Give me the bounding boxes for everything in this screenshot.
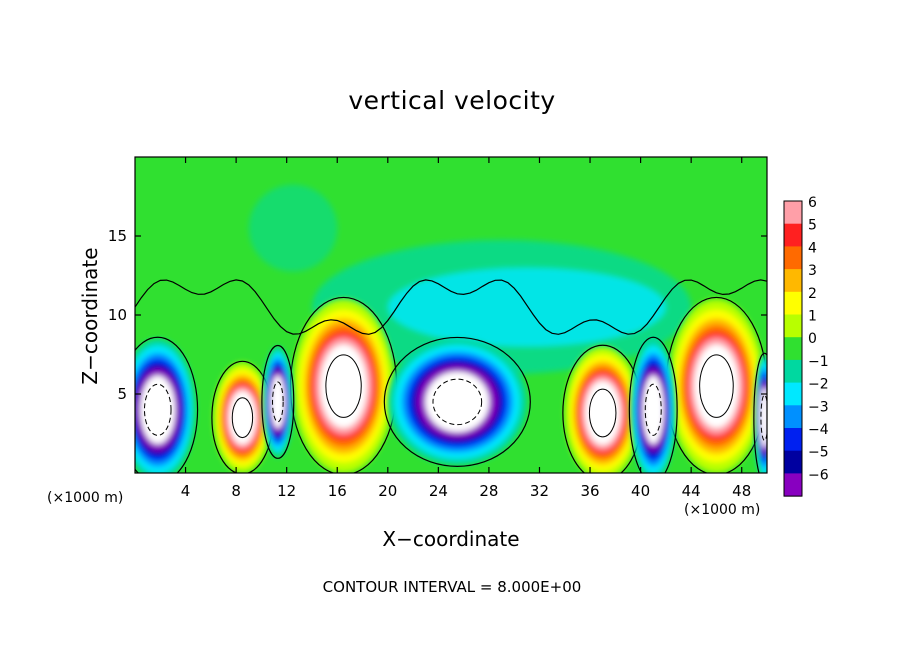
y-tick-label: 15 xyxy=(108,227,127,245)
updraft-core xyxy=(694,344,739,428)
y-tick-label: 10 xyxy=(108,306,127,324)
colorbar-swatch xyxy=(784,450,802,474)
colorbar-tick-label: −5 xyxy=(808,445,829,461)
colorbar-swatch xyxy=(784,314,802,338)
contour-interval-note: CONTOUR INTERVAL = 8.000E+00 xyxy=(322,578,582,596)
updraft-cell xyxy=(564,346,641,473)
contour-line xyxy=(588,388,617,438)
colorbar-swatch xyxy=(784,337,802,361)
colorbar-frame xyxy=(783,200,803,497)
dashed-contour-line xyxy=(143,383,172,436)
colorbar-swatch xyxy=(784,269,802,293)
x-tick-label: 48 xyxy=(732,482,751,500)
colorbar-tick-label: −3 xyxy=(808,399,829,415)
colorbar-tick-label: 4 xyxy=(808,240,817,256)
colorbar-swatch xyxy=(784,246,802,270)
contour-line xyxy=(325,354,362,418)
contour-line xyxy=(753,352,767,473)
x-unit-label-left: (×1000 m) xyxy=(47,490,124,506)
x-tick-label: 16 xyxy=(328,482,347,500)
contour-line xyxy=(383,336,531,467)
downdraft-cell xyxy=(630,338,676,473)
x-unit-label-right: (×1000 m) xyxy=(684,502,761,518)
x-tick-label: 28 xyxy=(479,482,498,500)
colorbar-tick-label: 3 xyxy=(808,263,817,279)
contour-line xyxy=(699,354,734,418)
contour-line xyxy=(135,336,199,473)
x-tick-label: 4 xyxy=(181,482,191,500)
x-tick-label: 32 xyxy=(530,482,549,500)
x-tick-label: 40 xyxy=(631,482,650,500)
updraft-cell xyxy=(213,362,272,473)
y-tick-label: 5 xyxy=(117,385,127,403)
colorbar-tick-label: −1 xyxy=(808,354,829,370)
zero-contour-line xyxy=(135,279,767,335)
colorbar-swatch xyxy=(784,223,802,247)
downdraft-core xyxy=(140,375,176,444)
x-axis-label: X−coordinate xyxy=(382,527,520,551)
x-tick-label: 24 xyxy=(429,482,448,500)
downdraft-cell xyxy=(135,338,196,473)
contour-line xyxy=(628,336,678,473)
contour-line xyxy=(231,397,254,439)
colorbar-swatch xyxy=(784,201,802,225)
downdraft-cell xyxy=(387,338,527,466)
velocity-field xyxy=(135,157,767,473)
colorbar-tick-label: −6 xyxy=(808,467,829,483)
dashed-contour-line xyxy=(644,383,662,436)
colorbar-tick-label: 2 xyxy=(808,286,817,302)
colorbar-tick-label: 1 xyxy=(808,309,817,325)
dashed-contour-line xyxy=(272,381,284,423)
updraft-core xyxy=(585,381,621,445)
colorbar-swatch xyxy=(784,473,802,497)
colorbar-tick-label: −2 xyxy=(808,377,829,393)
downdraft-core xyxy=(759,387,767,449)
x-tick-label: 36 xyxy=(580,482,599,500)
colorbar-swatch xyxy=(784,359,802,384)
colorbar-swatch xyxy=(784,428,802,452)
colorbar-tick-label: 0 xyxy=(808,331,817,347)
band-layer xyxy=(248,184,338,272)
colorbar-tick-label: 5 xyxy=(808,218,817,234)
downdraft-core xyxy=(642,375,664,444)
downdraft-core xyxy=(425,371,490,433)
chart-title: vertical velocity xyxy=(348,86,556,115)
colorbar-tick-label: 6 xyxy=(808,195,817,211)
x-tick-label: 44 xyxy=(682,482,701,500)
colorbar-swatch xyxy=(784,405,802,429)
updraft-core xyxy=(229,391,256,445)
contour-line xyxy=(261,344,295,459)
colorbar-swatch xyxy=(784,382,802,406)
colorbar-swatch xyxy=(784,291,802,315)
downdraft-cell xyxy=(262,346,293,458)
x-tick-label: 8 xyxy=(231,482,241,500)
updraft-cell xyxy=(293,299,395,473)
updraft-core xyxy=(320,344,367,428)
band-layer xyxy=(387,267,666,347)
updraft-cell xyxy=(668,299,765,473)
x-tick-label: 12 xyxy=(277,482,296,500)
x-tick-label: 20 xyxy=(378,482,397,500)
colorbar-tick-label: −4 xyxy=(808,422,829,438)
downdraft-cell xyxy=(754,354,767,473)
weak-downdraft-band xyxy=(248,184,692,375)
dashed-contour-line xyxy=(432,378,483,426)
